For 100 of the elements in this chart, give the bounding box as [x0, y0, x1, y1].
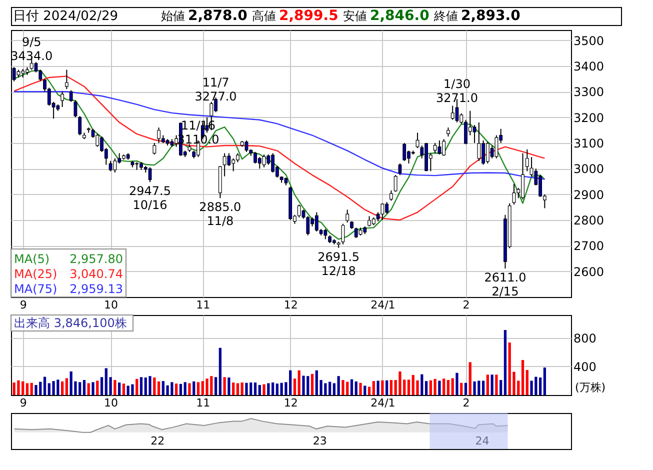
- y-tick-label: 2900: [574, 188, 604, 202]
- text: MA(25): [14, 267, 58, 281]
- candlestick: [346, 209, 350, 224]
- bar: [337, 376, 340, 395]
- candlestick: [96, 133, 100, 148]
- bar: [157, 381, 160, 395]
- candlestick: [297, 204, 301, 218]
- bar: [122, 384, 126, 395]
- bar: [298, 370, 300, 395]
- bar: [228, 378, 230, 395]
- bar: [332, 383, 336, 395]
- candlestick: [64, 69, 68, 90]
- bar: [30, 382, 33, 395]
- y-axis-title: (万株): [575, 381, 606, 394]
- bar: [495, 374, 498, 395]
- bar: [368, 386, 371, 395]
- text: MA(75): [14, 282, 58, 296]
- bar: [424, 381, 428, 395]
- chart-title: 出来高 3,846,100株: [14, 316, 127, 330]
- bar: [60, 381, 64, 395]
- bar: [364, 386, 366, 395]
- x-tick-label: 2: [462, 298, 470, 312]
- y-tick-label: 3400: [574, 59, 604, 74]
- bar: [245, 382, 248, 395]
- bar: [500, 380, 502, 395]
- bar: [543, 368, 546, 395]
- bar: [530, 380, 533, 395]
- bar: [293, 378, 296, 395]
- bar: [460, 382, 463, 395]
- x-tick-label: 24: [475, 434, 490, 448]
- candlestick: [354, 227, 358, 238]
- bar: [26, 383, 29, 395]
- annotation: 2,957.80: [70, 252, 123, 266]
- bar: [354, 381, 358, 395]
- x-tick-label: 9: [20, 298, 27, 312]
- annotation: 2885.0 11/8: [199, 200, 242, 228]
- bar: [390, 380, 393, 395]
- bar: [96, 380, 99, 395]
- bar: [17, 380, 20, 395]
- bar: [526, 370, 528, 395]
- annotation: 9/5 3434.0: [10, 35, 53, 64]
- bar: [136, 378, 138, 395]
- candlestick: [398, 163, 402, 176]
- bar: [468, 362, 472, 395]
- bar: [175, 384, 178, 395]
- bar: [223, 377, 226, 395]
- bar: [381, 380, 384, 395]
- bar: [240, 382, 244, 395]
- bar: [276, 384, 278, 395]
- x-tick-label: 11: [196, 396, 210, 410]
- text: 始値 2,878.0: [161, 8, 248, 24]
- y-tick-label: 3200: [574, 110, 604, 125]
- candlestick: [60, 91, 64, 108]
- candlestick: [69, 90, 73, 102]
- candlestick: [438, 140, 442, 156]
- bar: [451, 378, 454, 395]
- bar: [87, 383, 90, 395]
- y-tick-label: 800: [574, 331, 596, 346]
- bar: [310, 374, 314, 395]
- bar: [464, 382, 468, 395]
- candlestick: [244, 140, 248, 152]
- x-tick-label: 2: [462, 396, 470, 410]
- candlestick: [450, 105, 454, 120]
- bar: [538, 378, 542, 395]
- x-tick-label: 12: [284, 396, 298, 410]
- candlestick: [390, 190, 393, 202]
- bar: [271, 382, 274, 395]
- bar: [131, 384, 134, 395]
- bar: [188, 383, 191, 395]
- text: 高値 2,899.5: [252, 8, 338, 24]
- candlestick: [477, 122, 481, 162]
- bar: [184, 382, 186, 395]
- x-tick-label: 10: [104, 396, 118, 410]
- annotation: 2,959.13: [70, 282, 123, 296]
- candlestick: [324, 228, 328, 240]
- bar: [82, 380, 86, 395]
- y-tick-label: 3000: [574, 162, 604, 176]
- bar: [521, 360, 524, 395]
- bar: [328, 382, 332, 395]
- bar: [490, 374, 494, 395]
- bar: [206, 378, 208, 395]
- candlestick: [494, 134, 498, 159]
- bar: [376, 380, 380, 395]
- bar: [114, 380, 116, 395]
- bar: [504, 330, 507, 395]
- annotation: 11/7 3277.0: [194, 76, 237, 104]
- candlestick: [113, 158, 117, 173]
- bar: [407, 380, 410, 395]
- bar: [236, 383, 240, 395]
- y-tick-label: 2600: [574, 264, 604, 279]
- x-tick-label: 12: [284, 298, 298, 312]
- candlestick: [262, 154, 266, 168]
- bar: [372, 381, 375, 395]
- annotation: 2611.0 2/15: [484, 270, 526, 299]
- candlestick: [402, 142, 406, 162]
- bar: [386, 380, 388, 395]
- bar: [482, 380, 485, 395]
- y-tick-label: 2700: [574, 239, 604, 254]
- candlestick: [525, 148, 529, 172]
- bar: [486, 374, 489, 395]
